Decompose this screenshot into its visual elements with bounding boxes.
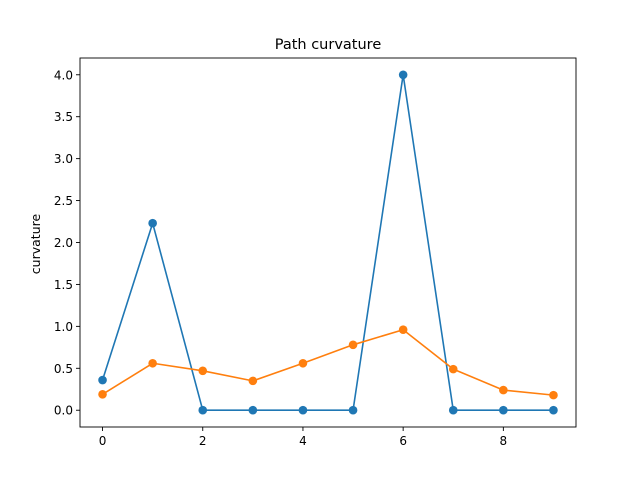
series-2-point bbox=[398, 325, 408, 335]
y-axis-label: curvature bbox=[28, 214, 43, 275]
y-tick-label: 4.0 bbox=[54, 68, 73, 82]
series-2-point bbox=[98, 389, 107, 399]
series-2-point bbox=[248, 376, 258, 386]
y-tick-label: 0.0 bbox=[54, 404, 73, 418]
x-tick-label: 0 bbox=[99, 434, 107, 448]
series-1-point bbox=[248, 405, 258, 415]
series-2-line bbox=[102, 328, 554, 396]
series-1-point bbox=[549, 405, 558, 415]
series-1-point bbox=[298, 405, 308, 415]
x-tick-label: 4 bbox=[299, 434, 307, 448]
series-2-point bbox=[148, 358, 157, 368]
series-1-line bbox=[101, 73, 554, 412]
series-2-point bbox=[198, 366, 208, 376]
series-2-point bbox=[499, 385, 508, 395]
y-tick-label: 3.5 bbox=[54, 110, 73, 124]
plot-frame bbox=[79, 57, 577, 428]
x-tick-label: 6 bbox=[399, 434, 407, 448]
chart-title: Path curvature bbox=[275, 37, 382, 53]
y-tick-label: 3.0 bbox=[54, 152, 73, 166]
series-2-point bbox=[549, 390, 558, 400]
y-tick-label: 1.5 bbox=[54, 278, 73, 292]
series-2-point bbox=[298, 358, 308, 368]
y-tick-label: 1.0 bbox=[54, 320, 73, 334]
series-1-point bbox=[499, 405, 508, 415]
plot-area: 0 2 4 6 8 0.0 0.5 1.0 1.5 2.0 2.5 3.0 3.5 4.0 bbox=[54, 57, 577, 448]
y-tick-label: 2.0 bbox=[54, 236, 73, 250]
x-tick-label: 2 bbox=[199, 434, 207, 448]
series-1-point bbox=[348, 405, 358, 415]
y-tick-label: 0.5 bbox=[54, 362, 73, 376]
series-1-point bbox=[148, 218, 157, 228]
series-1-point bbox=[198, 405, 208, 415]
x-tick-label: 8 bbox=[500, 434, 508, 448]
series-1-point bbox=[448, 405, 458, 415]
series-1-point bbox=[98, 375, 107, 385]
y-tick-label: 2.5 bbox=[54, 194, 73, 208]
series-2-point bbox=[448, 364, 458, 374]
series-2-point bbox=[348, 340, 358, 350]
series-1-point bbox=[398, 70, 408, 80]
